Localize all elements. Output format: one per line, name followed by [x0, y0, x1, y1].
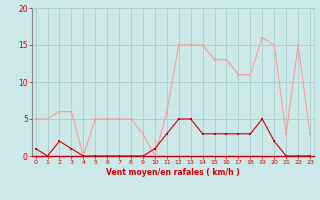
- X-axis label: Vent moyen/en rafales ( km/h ): Vent moyen/en rafales ( km/h ): [106, 168, 240, 177]
